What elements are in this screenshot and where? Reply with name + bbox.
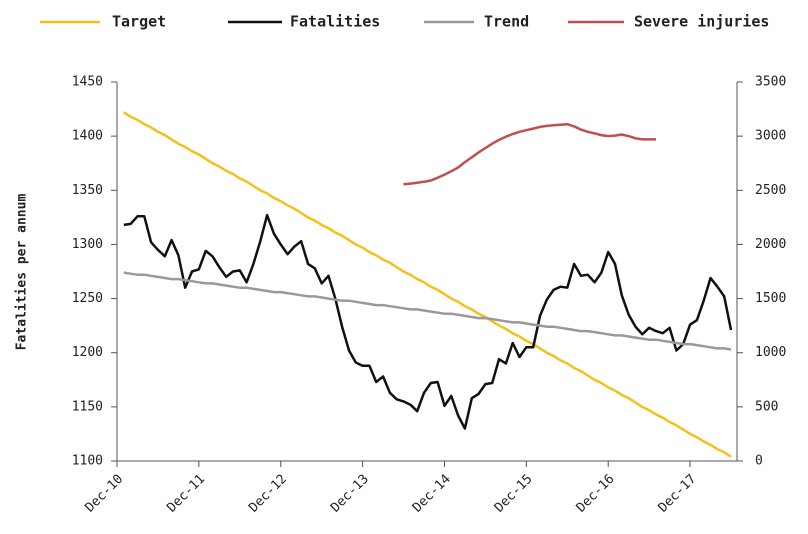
y-axis-label: Fatalities per annum bbox=[15, 194, 30, 351]
y2-tick-label: 3500 bbox=[755, 75, 786, 90]
x-tick-label: Dec-12 bbox=[246, 472, 290, 516]
y2-tick-label: 2000 bbox=[755, 237, 786, 252]
x-tick-label: Dec-15 bbox=[492, 472, 536, 516]
y-tick-label: 1100 bbox=[72, 454, 103, 469]
series-line bbox=[123, 111, 732, 458]
x-tick-label: Dec-14 bbox=[410, 472, 454, 516]
legend-label: Fatalities bbox=[290, 13, 380, 31]
y-tick-label: 1200 bbox=[72, 345, 103, 360]
y2-tick-label: 1500 bbox=[755, 291, 786, 306]
series-line bbox=[123, 213, 733, 430]
y2-tick-label: 2500 bbox=[755, 183, 786, 198]
y2-tick-label: 0 bbox=[755, 454, 763, 469]
legend-label: Target bbox=[112, 13, 166, 31]
y2-tick-label: 3000 bbox=[755, 129, 786, 144]
y-tick-label: 1150 bbox=[72, 399, 103, 414]
y2-tick-label: 1000 bbox=[755, 345, 786, 360]
y2-tick-label: 500 bbox=[755, 399, 778, 414]
y-tick-label: 1350 bbox=[72, 183, 103, 198]
y-tick-label: 1400 bbox=[72, 129, 103, 144]
series-line bbox=[403, 122, 656, 186]
legend-label: Severe injuries bbox=[634, 13, 769, 31]
y-tick-label: 1250 bbox=[72, 291, 103, 306]
legend-label: Trend bbox=[484, 13, 529, 31]
x-tick-label: Dec-17 bbox=[656, 472, 700, 516]
x-tick-label: Dec-10 bbox=[82, 472, 126, 516]
series-line bbox=[123, 271, 732, 351]
x-tick-label: Dec-11 bbox=[164, 472, 208, 516]
y-tick-label: 1300 bbox=[72, 237, 103, 252]
y-tick-label: 1450 bbox=[72, 75, 103, 90]
x-tick-label: Dec-13 bbox=[328, 472, 372, 516]
x-tick-label: Dec-16 bbox=[574, 472, 618, 516]
